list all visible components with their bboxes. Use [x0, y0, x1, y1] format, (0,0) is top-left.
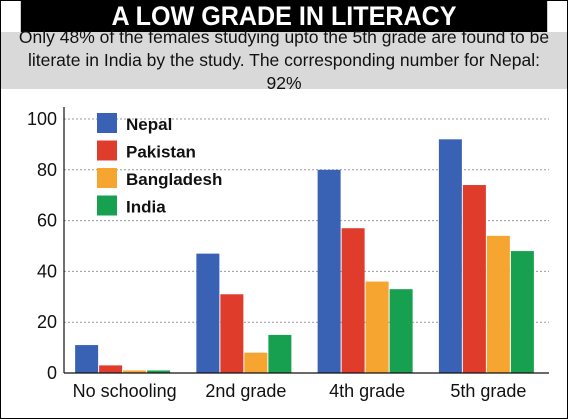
legend-label-india: India: [126, 198, 166, 217]
bar-nepal-2: [317, 169, 341, 373]
bar-nepal-1: [196, 253, 220, 373]
y-tick-label: 0: [47, 363, 57, 383]
legend-swatch-nepal: [97, 113, 117, 133]
bar-pakistan-2: [341, 228, 365, 373]
bar-nepal-3: [438, 139, 462, 373]
x-tick-label: No schooling: [73, 381, 177, 401]
legend-swatch-bangladesh: [97, 168, 117, 188]
bar-india-3: [510, 251, 534, 373]
subtitle-line-2: literate in India by the study. The corr…: [27, 50, 540, 93]
bar-bangladesh-2: [365, 281, 389, 373]
y-tick-label: 20: [37, 312, 57, 332]
bar-pakistan-0: [99, 365, 123, 373]
legend-label-bangladesh: Bangladesh: [126, 170, 222, 189]
y-tick-label: 100: [27, 109, 57, 129]
legend-label-nepal: Nepal: [126, 115, 172, 134]
bar-pakistan-1: [220, 294, 244, 373]
bar-nepal-0: [75, 345, 99, 373]
y-tick-label: 80: [37, 160, 57, 180]
legend-swatch-india: [97, 195, 117, 216]
bar-bangladesh-0: [123, 370, 147, 373]
bar-bangladesh-1: [244, 352, 268, 373]
chart-title: A LOW GRADE IN LITERACY: [20, 1, 548, 32]
legend-label-pakistan: Pakistan: [126, 143, 196, 162]
bar-pakistan-3: [462, 185, 486, 373]
x-tick-label: 5th grade: [450, 381, 526, 401]
subtitle-line-1: Only 48% of the females studying upto th…: [18, 27, 550, 47]
bar-india-1: [268, 334, 292, 373]
bar-bangladesh-3: [486, 235, 510, 373]
x-tick-label: 4th grade: [329, 381, 405, 401]
y-tick-label: 60: [37, 211, 57, 231]
bar-india-0: [147, 370, 171, 373]
chart-subtitle: Only 48% of the females studying upto th…: [1, 27, 567, 93]
bar-india-2: [389, 289, 413, 373]
y-tick-label: 40: [37, 261, 57, 281]
bar-chart: No schooling 2nd grade 4th grade 5th grade 0…: [27, 107, 549, 401]
x-tick-label: 2nd grade: [205, 381, 286, 401]
legend-swatch-pakistan: [97, 140, 117, 161]
